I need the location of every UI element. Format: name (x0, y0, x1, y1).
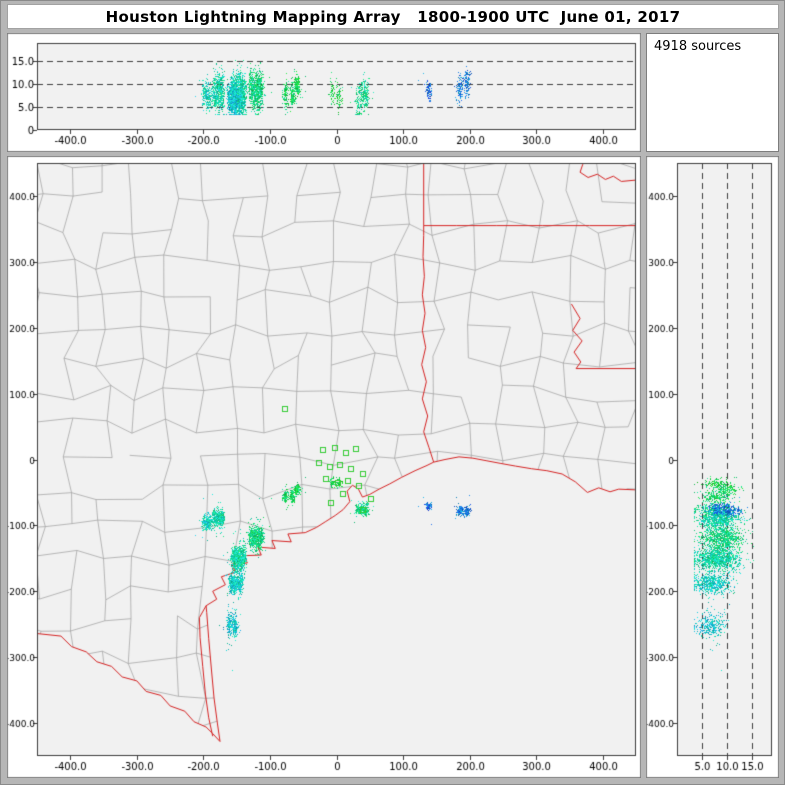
plan-view-map-canvas[interactable] (7, 156, 641, 778)
page-title: Houston Lightning Mapping Array 1800-190… (105, 7, 681, 26)
altitude-vs-northsouth-plot-canvas[interactable] (646, 156, 779, 778)
altitude-vs-eastwest-plot-canvas[interactable] (7, 33, 641, 152)
sources-count-label: 4918 sources (654, 39, 742, 54)
sources-count-panel: 4918 sources (646, 33, 779, 152)
title-bar: Houston Lightning Mapping Array 1800-190… (7, 4, 779, 29)
